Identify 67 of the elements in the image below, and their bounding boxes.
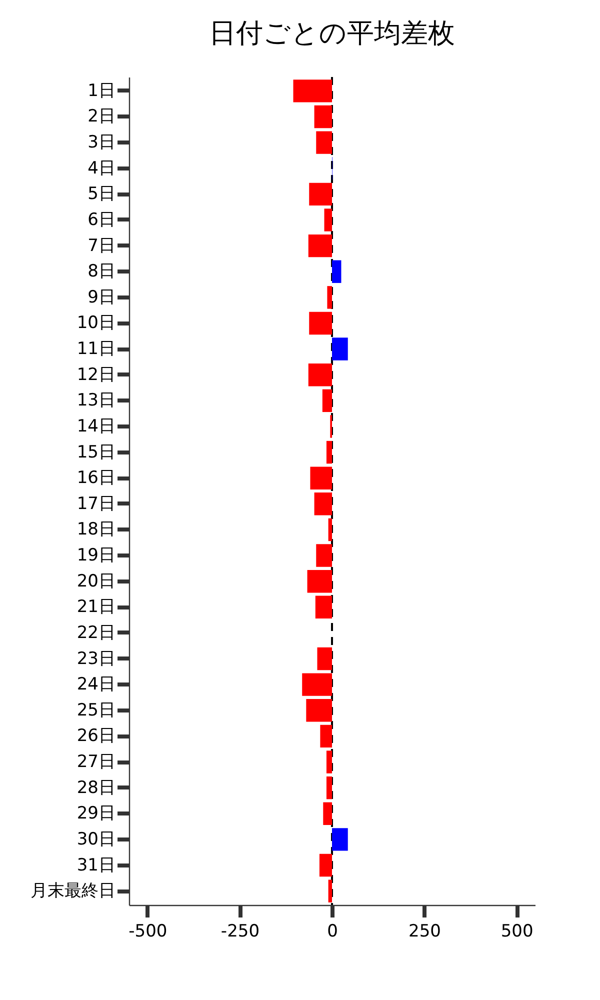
bar — [309, 182, 332, 206]
bar — [328, 518, 332, 542]
chart-title: 日付ごとの平均差枚 — [209, 18, 455, 49]
y-tick-label: 23日 — [76, 648, 116, 669]
y-tick-label: 7日 — [88, 236, 116, 256]
bar — [320, 724, 332, 748]
x-tick-label: 0 — [327, 922, 338, 942]
bar — [326, 776, 332, 800]
y-tick-label: 月末最終日 — [30, 881, 116, 902]
bar — [309, 312, 332, 335]
y-tick-label: 2日 — [88, 106, 116, 127]
y-tick-label: 17日 — [76, 494, 116, 514]
y-tick-label: 9日 — [88, 287, 116, 308]
y-tick-label: 22日 — [76, 622, 116, 643]
y-tick-label: 21日 — [76, 597, 116, 618]
x-tick-label: 250 — [408, 922, 441, 942]
x-tick-label: -500 — [128, 922, 168, 942]
bar — [326, 440, 332, 464]
y-tick-label: 27日 — [76, 752, 116, 772]
y-tick-label: 10日 — [76, 313, 116, 334]
bar — [310, 466, 332, 490]
bar — [326, 750, 332, 774]
y-tick-label: 13日 — [76, 390, 116, 411]
y-tick-label: 26日 — [76, 726, 116, 746]
y-tick-label: 18日 — [76, 520, 116, 540]
y-tick-label: 19日 — [76, 546, 116, 566]
y-tick-label: 25日 — [76, 700, 116, 720]
bar — [332, 260, 342, 283]
bar — [322, 389, 332, 412]
y-tick-label: 8日 — [88, 262, 116, 282]
y-tick-label: 12日 — [76, 364, 116, 385]
bar — [314, 105, 332, 128]
bar — [308, 363, 332, 386]
y-tick-label: 29日 — [76, 804, 116, 824]
y-tick-label: 28日 — [76, 778, 116, 798]
y-tick-label: 16日 — [76, 468, 116, 488]
y-tick-label: 30日 — [76, 829, 116, 850]
y-tick-label: 4日 — [88, 158, 116, 178]
bar — [315, 596, 332, 619]
bar — [332, 338, 348, 360]
bar — [316, 544, 332, 567]
bar — [306, 699, 332, 722]
bar — [327, 286, 332, 309]
bar — [328, 880, 332, 902]
bar — [319, 854, 332, 877]
y-tick-label: 5日 — [88, 184, 116, 204]
bar — [323, 802, 332, 825]
y-tick-label: 1日 — [88, 80, 116, 101]
y-tick-label: 14日 — [76, 416, 116, 436]
bar — [317, 647, 332, 670]
bar — [324, 208, 332, 232]
bar — [293, 80, 332, 102]
x-tick-label: -250 — [220, 922, 260, 942]
y-tick-label: 6日 — [88, 210, 116, 230]
y-tick-label: 11日 — [76, 339, 116, 360]
y-tick-label: 15日 — [76, 442, 116, 462]
bar — [314, 492, 332, 516]
bar — [332, 828, 348, 851]
bar — [316, 131, 332, 154]
y-tick-label: 31日 — [76, 855, 116, 876]
bar — [307, 570, 332, 593]
bar — [308, 234, 332, 258]
x-tick-label: 500 — [500, 922, 534, 942]
bar — [302, 673, 332, 696]
y-tick-label: 20日 — [76, 571, 116, 592]
y-tick-label: 3日 — [88, 132, 116, 153]
y-tick-label: 24日 — [76, 674, 116, 695]
